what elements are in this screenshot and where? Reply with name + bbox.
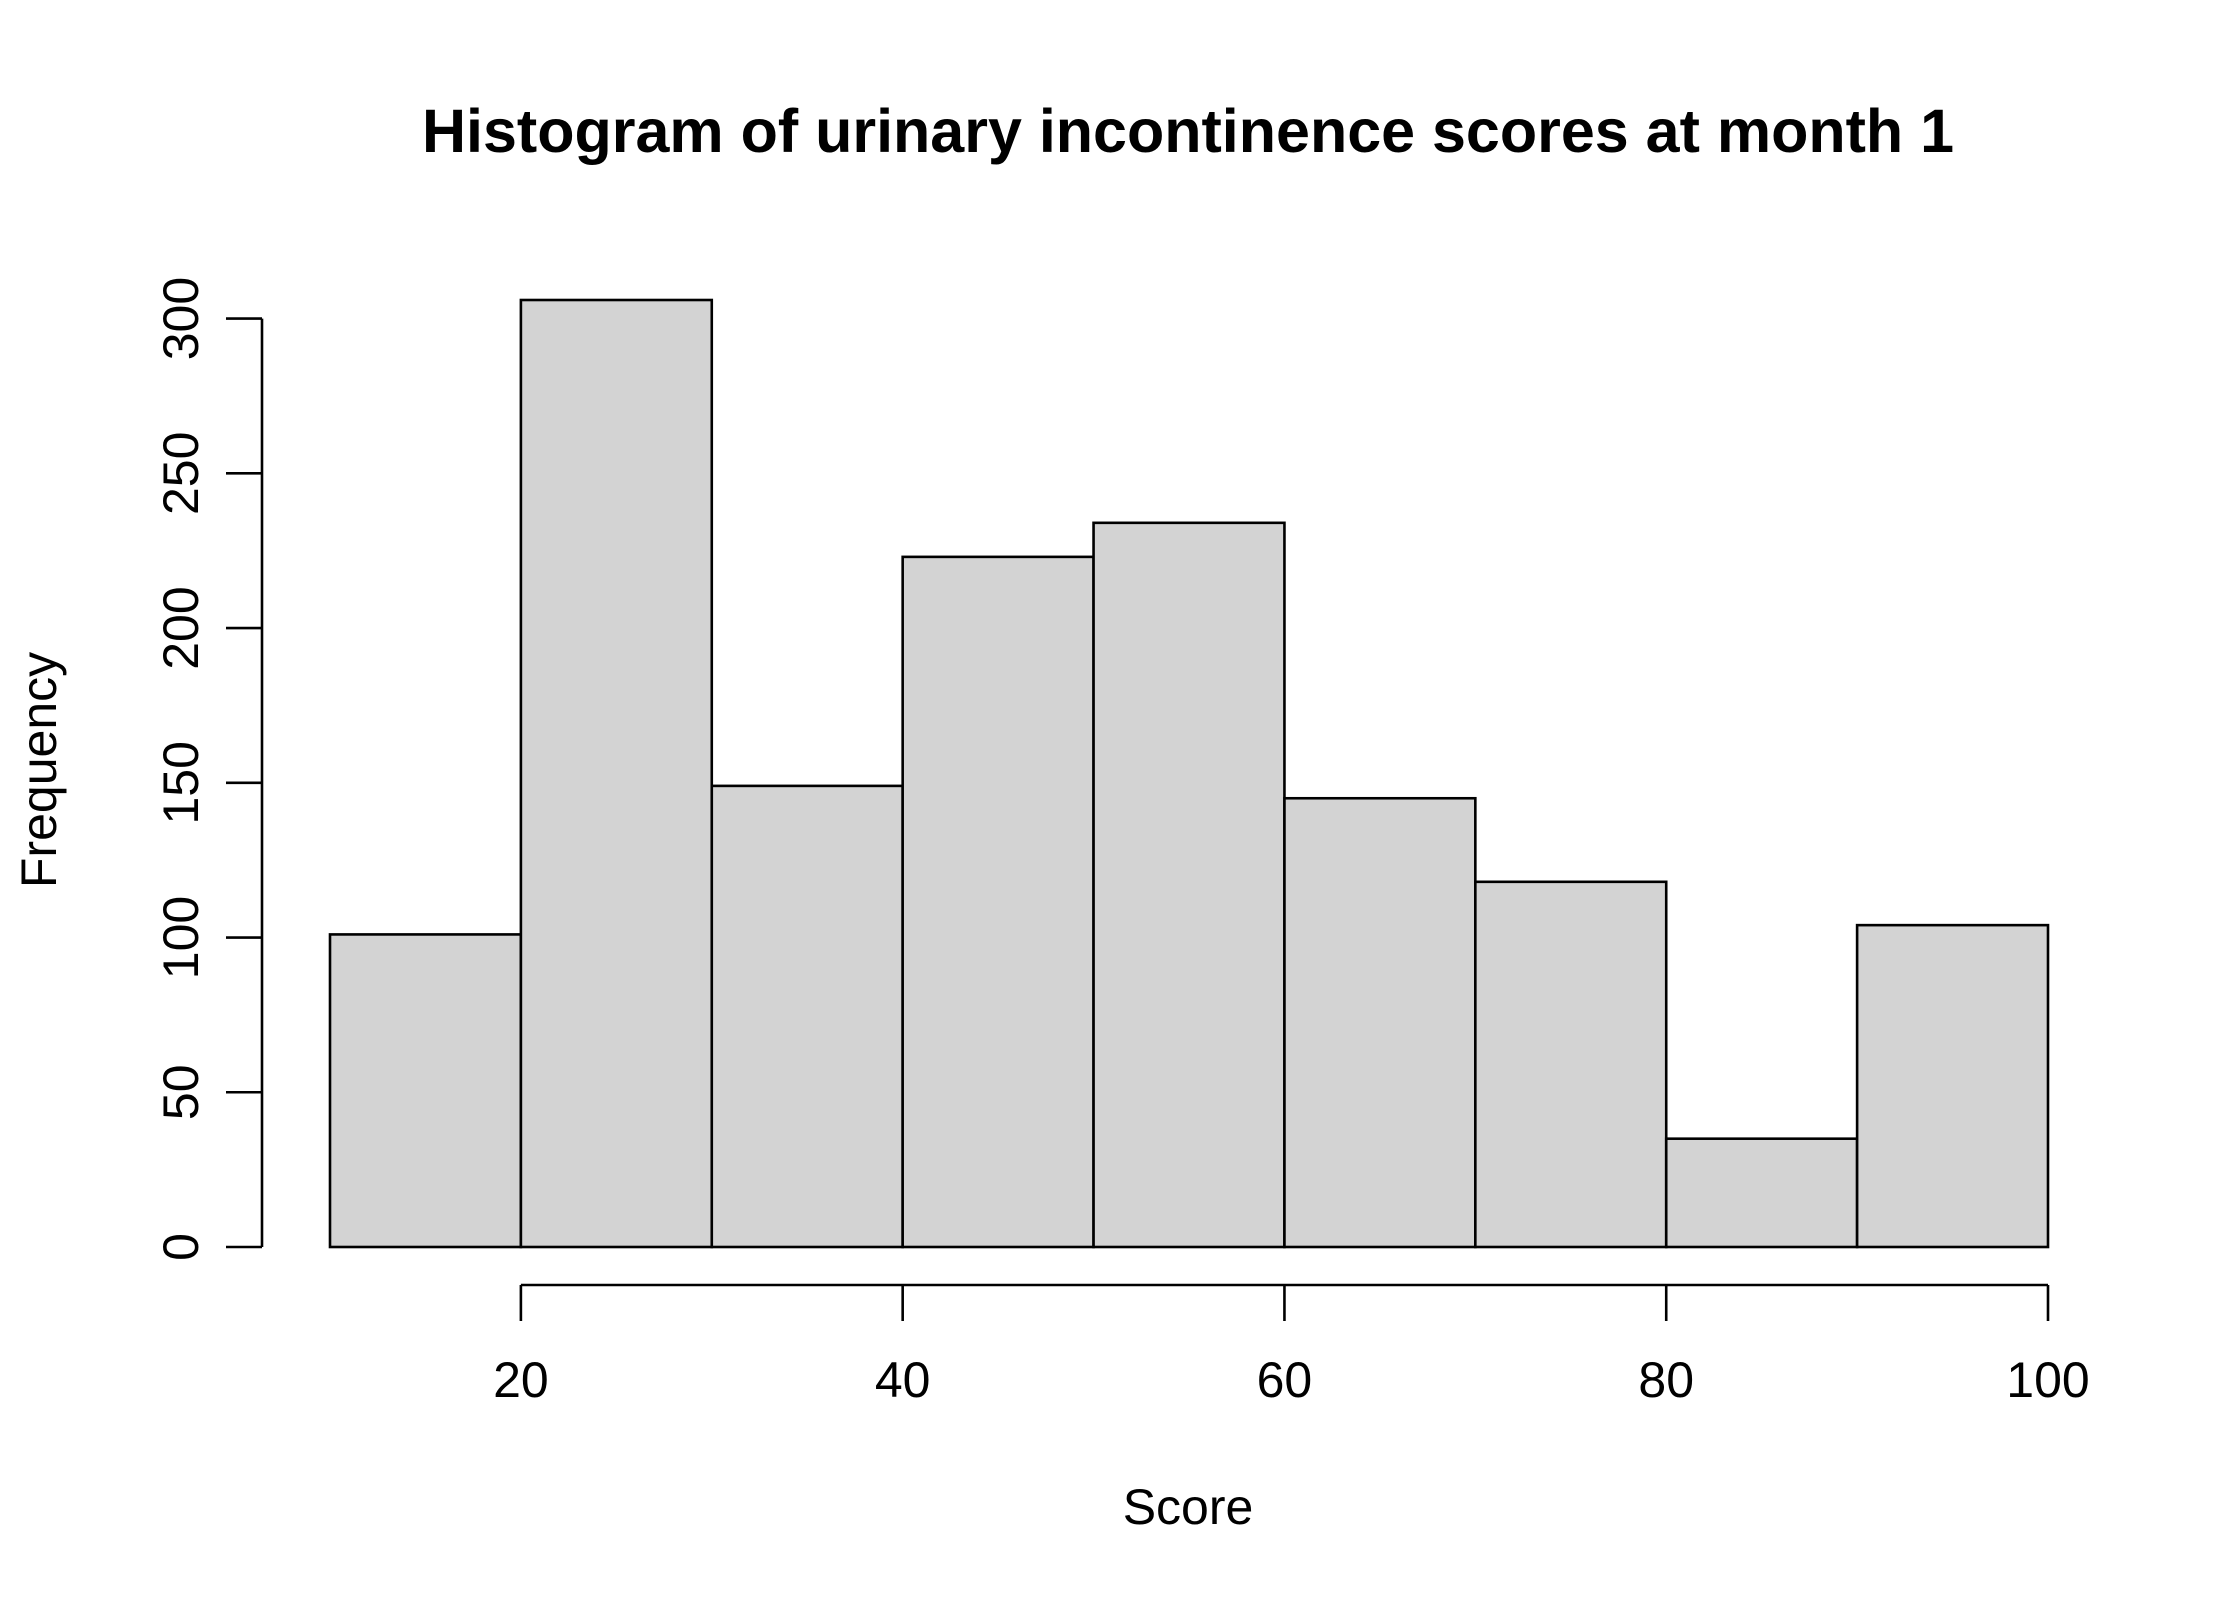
histogram-bar-4 bbox=[901, 555, 1095, 1249]
y-tick-label: 300 bbox=[153, 277, 209, 360]
x-tick-label: 40 bbox=[875, 1352, 931, 1408]
histogram-bar-1 bbox=[328, 933, 523, 1249]
y-tick-label: 100 bbox=[153, 896, 209, 979]
y-tick-label: 50 bbox=[153, 1064, 209, 1120]
histogram-bar-8 bbox=[1664, 1137, 1859, 1249]
x-axis: 20 40 60 80 100 bbox=[493, 1283, 2090, 1408]
y-tick-label: 150 bbox=[153, 741, 209, 824]
histogram-bar-5 bbox=[1092, 521, 1286, 1249]
y-axis-label: Frequency bbox=[11, 652, 67, 888]
y-tick-label: 200 bbox=[153, 586, 209, 669]
x-tick-label: 100 bbox=[2006, 1352, 2089, 1408]
x-axis-label: Score bbox=[1123, 1479, 1254, 1535]
chart-title: Histogram of urinary incontinence scores… bbox=[422, 97, 1954, 165]
histogram-bar-9 bbox=[1855, 923, 2050, 1249]
x-tick-label: 80 bbox=[1638, 1352, 1694, 1408]
histogram-bar-6 bbox=[1283, 796, 1477, 1249]
histogram-bar-2 bbox=[519, 298, 714, 1249]
histogram-bar-3 bbox=[710, 784, 904, 1249]
histogram-bar-7 bbox=[1474, 880, 1668, 1249]
y-tick-label: 250 bbox=[153, 432, 209, 515]
x-tick-label: 60 bbox=[1257, 1352, 1313, 1408]
bars-group bbox=[328, 298, 2050, 1249]
x-tick-label: 20 bbox=[493, 1352, 549, 1408]
y-tick-label: 0 bbox=[153, 1233, 209, 1261]
y-axis: 0 50 100 150 200 250 300 bbox=[153, 277, 264, 1261]
